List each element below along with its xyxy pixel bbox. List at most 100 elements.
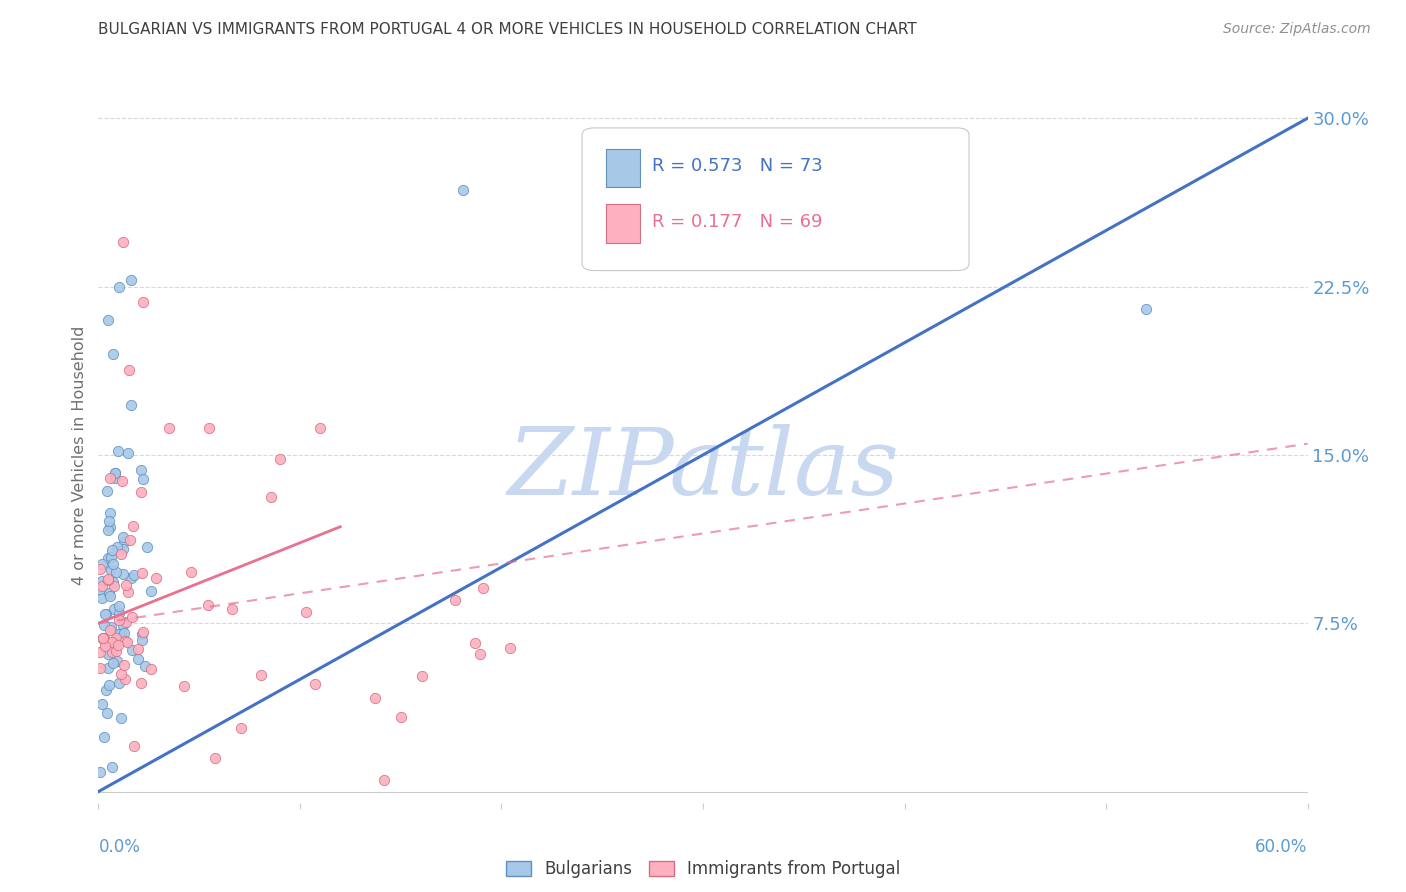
Point	[100, 635, 122, 649]
Point	[443, 593, 465, 607]
Point	[231, 722, 253, 736]
Point	[134, 658, 156, 673]
Point	[117, 585, 139, 599]
Point	[121, 643, 143, 657]
Point	[97, 572, 120, 586]
Point	[110, 711, 132, 725]
Point	[103, 601, 125, 615]
Point	[98, 506, 121, 520]
Point	[127, 641, 149, 656]
Point	[103, 466, 125, 480]
Point	[131, 633, 153, 648]
Text: ZIPatlas: ZIPatlas	[508, 424, 898, 514]
Point	[96, 706, 118, 721]
Point	[100, 549, 122, 564]
Point	[114, 672, 136, 686]
Point	[309, 421, 332, 435]
Point	[145, 572, 167, 586]
Point	[111, 541, 134, 556]
Point	[129, 463, 152, 477]
Point	[94, 607, 117, 622]
Point	[112, 618, 135, 632]
Point	[100, 760, 122, 774]
Point	[295, 605, 318, 619]
Point	[105, 644, 128, 658]
Point	[110, 667, 132, 681]
Point	[90, 557, 112, 571]
Point	[94, 683, 117, 698]
Point	[101, 557, 124, 571]
Point	[108, 627, 131, 641]
Point	[107, 279, 129, 293]
Point	[104, 466, 127, 480]
Point	[111, 530, 134, 544]
Point	[100, 620, 122, 634]
Point	[98, 589, 121, 603]
Point	[112, 658, 135, 673]
Point	[110, 548, 132, 562]
Point	[101, 347, 124, 361]
Point	[180, 565, 202, 579]
Point	[112, 626, 135, 640]
Point	[131, 627, 153, 641]
Point	[129, 675, 152, 690]
Point	[97, 573, 120, 587]
Point	[304, 676, 326, 690]
Point	[100, 641, 122, 656]
Legend: Bulgarians, Immigrants from Portugal: Bulgarians, Immigrants from Portugal	[499, 854, 907, 885]
Text: 0.0%: 0.0%	[98, 838, 141, 856]
Point	[91, 574, 114, 588]
Point	[112, 534, 135, 549]
Point	[120, 398, 142, 412]
Point	[105, 541, 128, 555]
Point	[111, 235, 134, 249]
Point	[108, 606, 131, 620]
Point	[97, 661, 120, 675]
Point	[89, 582, 111, 596]
Point	[101, 575, 124, 590]
Point	[269, 452, 291, 467]
Text: BULGARIAN VS IMMIGRANTS FROM PORTUGAL 4 OR MORE VEHICLES IN HOUSEHOLD CORRELATIO: BULGARIAN VS IMMIGRANTS FROM PORTUGAL 4 …	[98, 22, 917, 37]
Point	[97, 523, 120, 537]
Point	[173, 679, 195, 693]
Point	[389, 710, 412, 724]
Point	[107, 639, 129, 653]
Point	[97, 551, 120, 566]
Point	[94, 639, 117, 653]
Point	[90, 698, 112, 712]
Point	[97, 678, 120, 692]
FancyBboxPatch shape	[606, 149, 640, 187]
Point	[110, 626, 132, 640]
Point	[91, 632, 114, 646]
Point	[132, 625, 155, 640]
Point	[117, 446, 139, 460]
Point	[132, 295, 155, 310]
Point	[93, 618, 115, 632]
Point	[120, 273, 142, 287]
Point	[451, 183, 474, 197]
Point	[101, 645, 124, 659]
Point	[129, 485, 152, 500]
Point	[136, 540, 159, 554]
Point	[157, 421, 180, 435]
Point	[122, 568, 145, 582]
Point	[89, 645, 111, 659]
Point	[468, 647, 491, 661]
Point	[121, 609, 143, 624]
Point	[96, 484, 118, 499]
Text: R = 0.177   N = 69: R = 0.177 N = 69	[652, 213, 823, 231]
Point	[197, 598, 219, 612]
Point	[221, 602, 243, 616]
Point	[139, 662, 162, 676]
Point	[250, 668, 273, 682]
Point	[89, 561, 111, 575]
Point	[93, 631, 115, 645]
Point	[131, 566, 153, 581]
Point	[122, 739, 145, 753]
Point	[127, 651, 149, 665]
Point	[98, 471, 121, 485]
Point	[118, 362, 141, 376]
Point	[101, 656, 124, 670]
Point	[104, 566, 127, 580]
Point	[204, 751, 226, 765]
